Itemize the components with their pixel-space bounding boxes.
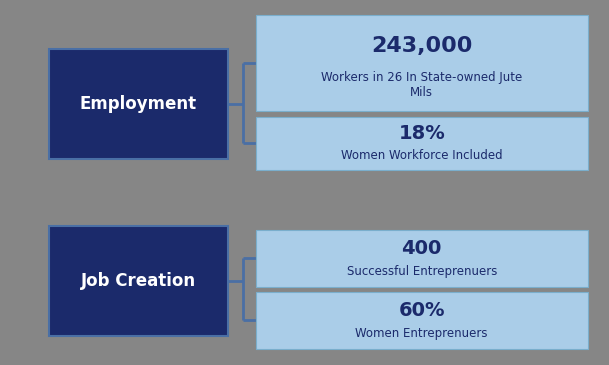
Text: Women Entreprenuers: Women Entreprenuers [356,327,488,340]
Text: 400: 400 [401,239,442,258]
FancyBboxPatch shape [49,226,228,336]
Text: 243,000: 243,000 [371,35,473,55]
Text: 60%: 60% [398,301,445,320]
Text: Workers in 26 In State-owned Jute
Mils: Workers in 26 In State-owned Jute Mils [321,71,523,99]
Text: Women Workforce Included: Women Workforce Included [341,149,502,162]
Text: Job Creation: Job Creation [81,272,196,290]
FancyBboxPatch shape [49,49,228,159]
FancyBboxPatch shape [256,292,588,349]
Text: Employment: Employment [80,95,197,113]
FancyBboxPatch shape [256,230,588,287]
Text: 18%: 18% [398,124,445,143]
FancyBboxPatch shape [256,117,588,170]
FancyBboxPatch shape [256,15,588,111]
Text: Successful Entreprenuers: Successful Entreprenuers [347,265,497,278]
